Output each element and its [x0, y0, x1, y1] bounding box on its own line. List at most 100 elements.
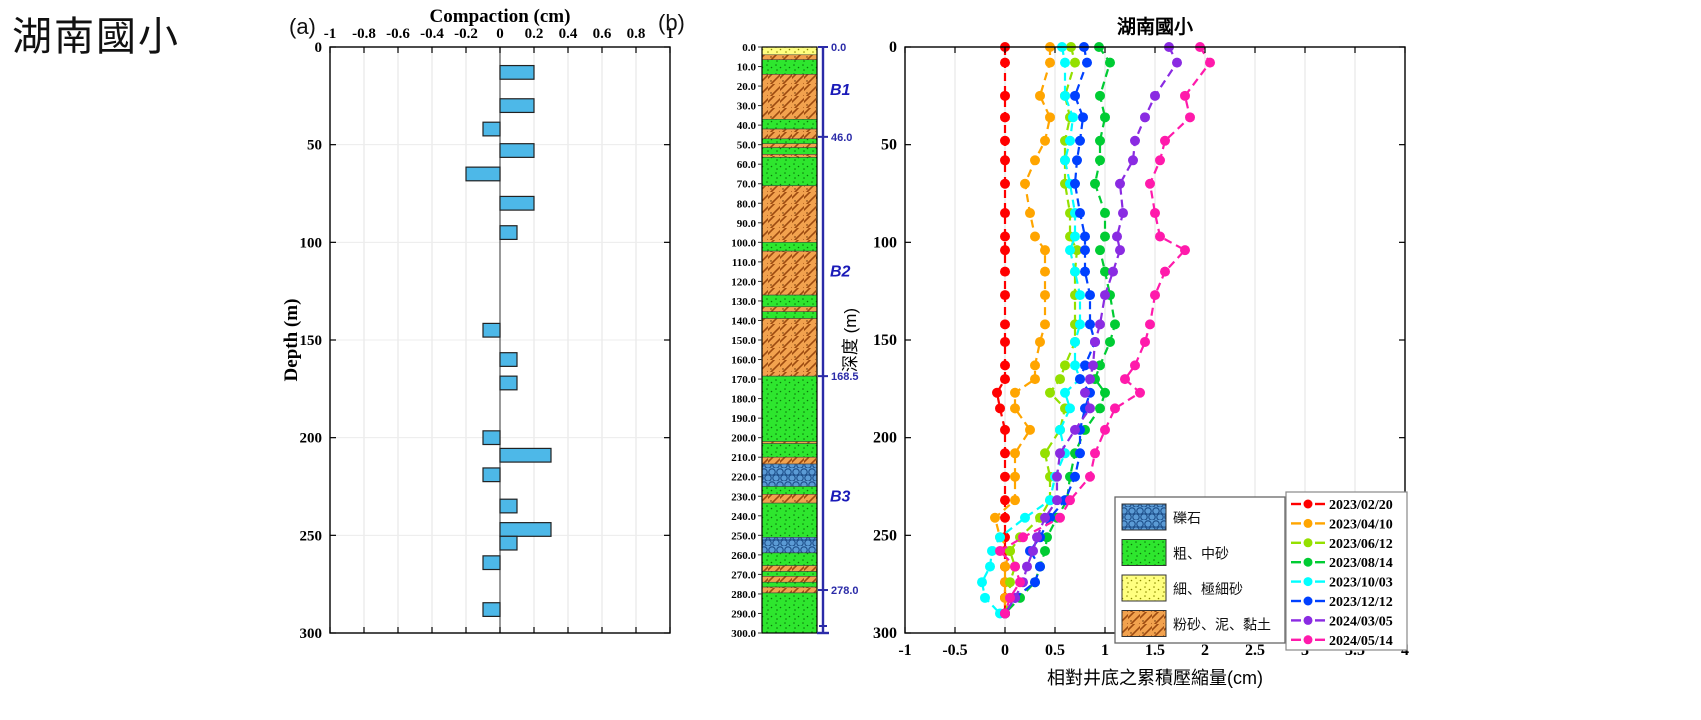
data-point [1000, 448, 1010, 459]
a-xtick-label: 0.4 [559, 26, 578, 42]
data-point [1000, 336, 1010, 347]
strat-layer-coarse_sand [761, 486, 818, 495]
data-point [1205, 57, 1215, 68]
data-point [1080, 231, 1090, 242]
data-point [1030, 231, 1040, 242]
strat-layer-coarse_sand [761, 502, 818, 538]
strat-depth-label: 290.0 [731, 608, 756, 620]
strat-depth-label: 190.0 [731, 413, 756, 425]
data-point [1040, 545, 1050, 556]
c-xlabel: 相對井底之累積壓縮量(cm) [1047, 668, 1263, 688]
data-point [1020, 512, 1030, 523]
compaction-bar [499, 64, 535, 80]
data-point [1060, 90, 1070, 101]
a-xtick-label: -0.6 [386, 26, 410, 42]
c-xtick-label: 2 [1201, 642, 1209, 659]
c-ytick-label: 250 [873, 527, 897, 544]
data-point [1045, 495, 1055, 506]
strat-layer-coarse_sand [761, 571, 818, 577]
legend-marker [1303, 538, 1313, 548]
strat-depth-label: 240.0 [731, 511, 756, 523]
data-point [1030, 374, 1040, 385]
data-point [1045, 387, 1055, 398]
data-point [1032, 532, 1042, 543]
strat-depth-label: 80.0 [737, 198, 757, 210]
data-point [1005, 577, 1015, 588]
data-point [1085, 319, 1095, 330]
c-xtick-label: -0.5 [942, 642, 967, 659]
panel-a-label: (a) [289, 14, 316, 39]
data-point [1055, 374, 1065, 385]
data-point [1095, 135, 1105, 146]
a-ytick-label: 150 [300, 333, 323, 349]
legend-label-gravel: 礫石 [1173, 510, 1201, 526]
data-point [977, 577, 987, 588]
strat-layer-silt_clay [761, 318, 818, 377]
strat-layer-silt_clay [761, 586, 818, 594]
data-point [1120, 374, 1130, 385]
data-point [1065, 403, 1075, 414]
data-point [1000, 112, 1010, 123]
legend-date-label: 2023/02/20 [1329, 498, 1393, 513]
data-point [1088, 360, 1098, 371]
data-point [1070, 471, 1080, 482]
data-point [1040, 512, 1050, 523]
data-point [1025, 424, 1035, 435]
data-point [1000, 374, 1010, 385]
data-point [1105, 336, 1115, 347]
data-point [1160, 266, 1170, 277]
legend-date-label: 2023/10/03 [1329, 576, 1393, 591]
data-point [1145, 178, 1155, 189]
data-point [1065, 245, 1075, 256]
strat-layer-coarse_sand [761, 138, 818, 144]
data-point [1070, 231, 1080, 242]
strat-layer-coarse_sand [761, 119, 818, 130]
data-point [1185, 112, 1195, 123]
data-point [1095, 245, 1105, 256]
data-point [1095, 90, 1105, 101]
data-point [1065, 135, 1075, 146]
data-point [1180, 90, 1190, 101]
data-point [1085, 290, 1095, 301]
legend-date-label: 2024/03/05 [1329, 614, 1393, 629]
boundary-depth-label: 168.5 [831, 371, 859, 383]
strat-layer-silt_clay [761, 143, 818, 148]
data-point [1160, 135, 1170, 146]
data-point [1070, 178, 1080, 189]
strat-layer-silt_clay [761, 576, 818, 583]
data-point [1060, 360, 1070, 371]
data-point [1045, 57, 1055, 68]
legend-date-label: 2023/04/10 [1329, 517, 1393, 532]
data-point [1078, 112, 1088, 123]
data-point [1155, 231, 1165, 242]
data-point [1015, 577, 1025, 588]
legend-marker [1303, 635, 1313, 645]
compaction-bars [465, 64, 552, 617]
data-point [1080, 387, 1090, 398]
data-point [1030, 155, 1040, 166]
data-point [1060, 57, 1070, 68]
data-point [1020, 178, 1030, 189]
strat-layer-silt_clay [761, 128, 818, 140]
data-point [1100, 208, 1110, 219]
strat-depth-label: 110.0 [732, 257, 757, 269]
data-point [1095, 319, 1105, 330]
strat-depth-label: 200.0 [731, 433, 756, 445]
compaction-bar [465, 166, 501, 182]
data-point [1145, 319, 1155, 330]
legend-swatch-coarse_sand [1121, 539, 1167, 566]
data-point [1060, 155, 1070, 166]
data-point [1022, 561, 1032, 572]
data-point [1130, 360, 1140, 371]
compaction-bar [499, 447, 552, 463]
c-xtick-label: 2.5 [1245, 642, 1265, 659]
data-point [1025, 208, 1035, 219]
data-point [1150, 90, 1160, 101]
compaction-bar [482, 602, 501, 617]
data-point [1035, 561, 1045, 572]
data-point [1035, 336, 1045, 347]
data-point [1000, 231, 1010, 242]
data-point [1110, 319, 1120, 330]
